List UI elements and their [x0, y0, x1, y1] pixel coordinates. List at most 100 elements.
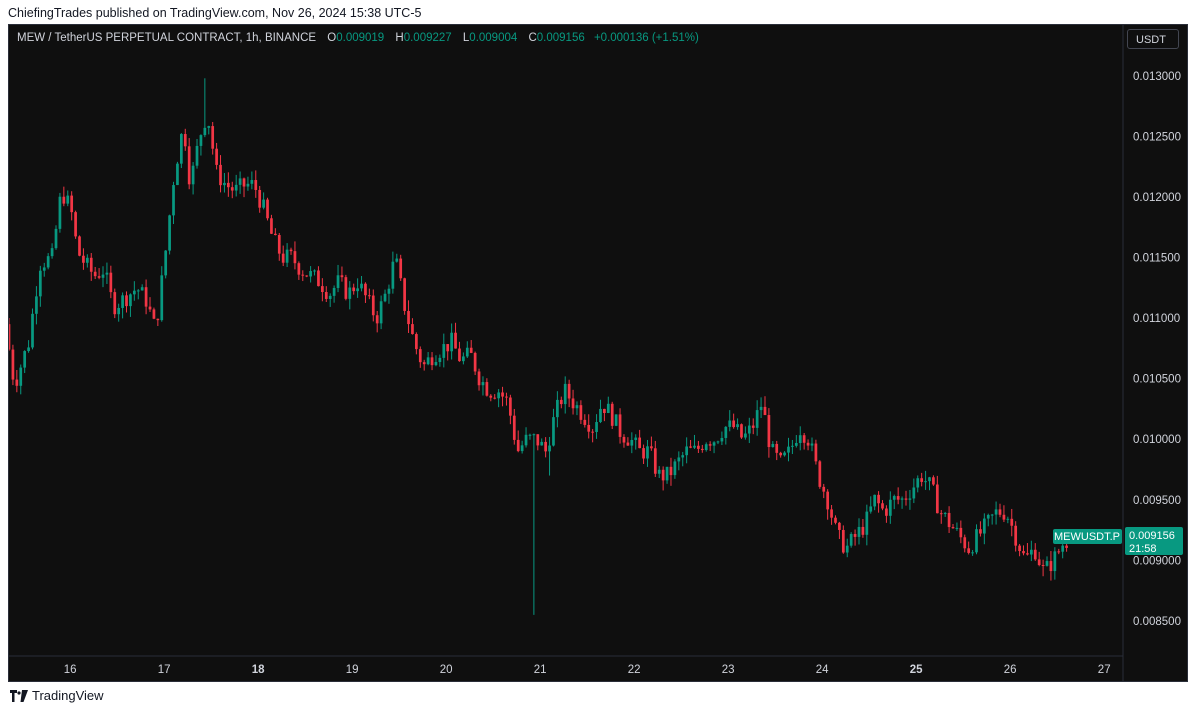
candle-body	[677, 457, 681, 462]
candle-body	[411, 324, 414, 335]
candle-body	[610, 403, 614, 426]
candle	[791, 439, 794, 455]
candle	[818, 460, 822, 489]
candle	[638, 429, 641, 449]
candle-body	[254, 180, 258, 190]
last-price-tag: MEWUSDT.P 0.009156 21:58	[1053, 527, 1183, 555]
candle-body	[939, 513, 943, 515]
candle	[262, 192, 265, 210]
candle-body	[368, 295, 371, 297]
candle-body	[152, 309, 156, 319]
chart-frame[interactable]: 0.013000 0.012500 0.012000 0.011500 0.011000…	[8, 24, 1188, 682]
candle-body	[830, 509, 833, 518]
price-tick-label: 0.009500	[1133, 495, 1181, 507]
candle	[724, 426, 728, 445]
candle	[998, 503, 1002, 518]
candle-body	[775, 443, 779, 453]
candle	[728, 410, 732, 432]
candle	[89, 253, 93, 281]
symbol-title[interactable]: MEW / TetherUS PERPETUAL CONTRACT, 1h, B…	[17, 32, 317, 44]
candle	[626, 437, 630, 446]
candle-body	[219, 164, 222, 186]
candle-body	[465, 347, 469, 357]
candle-body	[967, 548, 971, 553]
candle-body	[1045, 561, 1049, 566]
candle	[955, 522, 959, 531]
candle	[665, 466, 669, 484]
candle	[661, 466, 665, 491]
time-tick-label: 18	[252, 664, 265, 676]
candle-body	[446, 344, 450, 352]
candle	[27, 340, 30, 353]
candle	[822, 483, 826, 499]
candle	[747, 417, 751, 444]
candle-body	[97, 276, 101, 278]
candle-body	[700, 448, 704, 451]
candle	[332, 285, 336, 303]
candle-body	[309, 271, 312, 277]
candle-body	[626, 442, 630, 446]
candle	[418, 346, 422, 368]
candle-body	[896, 496, 900, 500]
candle-body	[313, 270, 316, 272]
candle	[935, 475, 939, 514]
candle-body	[540, 441, 544, 446]
candle-body	[176, 163, 179, 186]
candle	[356, 278, 359, 298]
candle	[117, 303, 121, 322]
candle	[924, 470, 927, 490]
currency-button[interactable]: USDT	[1127, 29, 1179, 49]
time-tick-label: 19	[346, 664, 359, 676]
candle	[599, 399, 602, 424]
candle	[610, 401, 614, 430]
candle	[1018, 544, 1021, 557]
candlestick-chart[interactable]: 0.013000 0.012500 0.012000 0.011500 0.011000…	[9, 25, 1187, 681]
price-tick-label: 0.011500	[1133, 253, 1180, 265]
candle-body	[1018, 545, 1021, 552]
candle-body	[434, 362, 438, 366]
candle	[442, 333, 446, 368]
tradingview-brand: TradingView	[32, 688, 104, 703]
candle	[250, 171, 254, 190]
candle-body	[489, 395, 493, 398]
candle-body	[575, 405, 579, 409]
candle-body	[669, 466, 673, 476]
candle-body	[841, 529, 845, 553]
candle	[230, 181, 234, 199]
candle	[771, 441, 775, 448]
candle-body	[391, 261, 395, 289]
candle-body	[383, 293, 387, 302]
candle	[1045, 556, 1049, 567]
candle-body	[1053, 551, 1057, 572]
candle-body	[943, 512, 947, 514]
candle-body	[1029, 549, 1033, 555]
candle	[614, 414, 618, 427]
time-tick-label: 24	[816, 664, 829, 676]
candle	[798, 426, 802, 451]
candle	[324, 286, 328, 303]
candle	[767, 408, 771, 458]
candle	[712, 441, 716, 454]
candle	[606, 396, 610, 414]
candle	[82, 248, 85, 270]
candle-body	[693, 445, 696, 448]
candle	[219, 155, 222, 193]
candle-body	[947, 512, 951, 528]
candle	[877, 491, 880, 513]
candle	[340, 266, 344, 282]
candle-body	[340, 275, 344, 278]
candle-body	[963, 537, 967, 549]
candles-layer	[9, 78, 1068, 615]
candle-body	[450, 332, 453, 352]
candle	[199, 134, 203, 156]
candle	[254, 170, 258, 198]
time-tick-label: 17	[158, 664, 171, 676]
candle	[630, 432, 634, 454]
candle	[646, 439, 649, 467]
candle	[759, 397, 763, 419]
candle-body	[849, 534, 853, 546]
candle-body	[226, 182, 230, 188]
candle-body	[744, 433, 747, 438]
candle	[430, 352, 434, 371]
candle	[1006, 516, 1010, 524]
